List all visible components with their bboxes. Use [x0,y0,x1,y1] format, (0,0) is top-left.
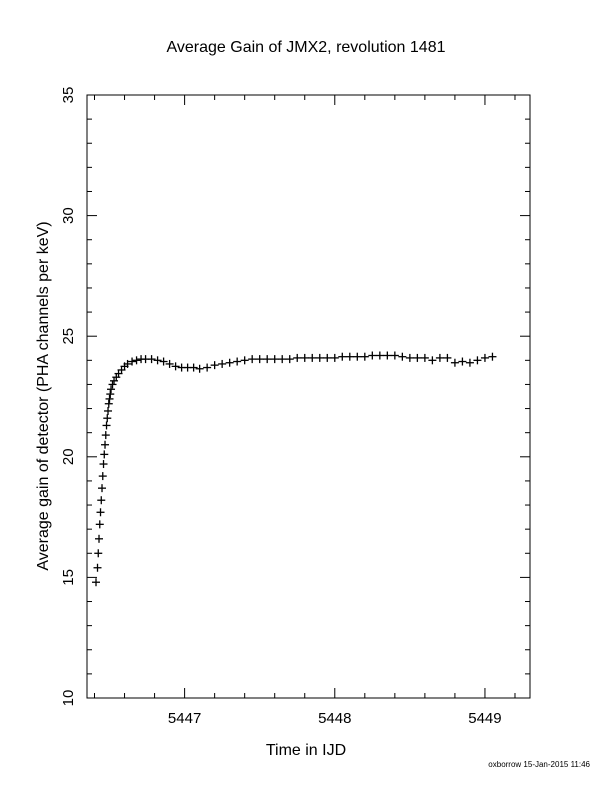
data-point [338,352,347,361]
data-point [240,356,249,365]
data-point [159,357,168,366]
data-point [488,352,497,361]
data-point [195,364,204,373]
data-point [428,356,437,365]
data-point [315,353,324,362]
data-point [153,356,162,365]
data-point [398,352,407,361]
data-point [92,578,101,587]
x-tick-label: 5449 [468,710,501,727]
data-point [465,358,474,367]
data-point [450,358,459,367]
data-point [101,431,110,440]
data-point [360,352,369,361]
data-point [100,450,109,459]
data-point [263,355,272,364]
data-point [104,399,113,408]
data-point [308,353,317,362]
data-point [93,563,102,572]
x-ticks: 5447 5448 5449 [94,95,516,727]
y-tick-label: 10 [60,690,77,707]
data-point [353,352,362,361]
y-tick-label: 15 [60,569,77,586]
y-tick-label: 30 [60,207,77,224]
data-point [233,357,242,366]
data-point [248,355,257,364]
data-point [330,353,339,362]
data-point [98,472,107,481]
data-point [255,355,264,364]
data-point [147,355,156,364]
data-point [95,520,104,529]
data-point [345,352,354,361]
x-tick-label: 5448 [318,710,351,727]
x-axis-label: Time in IJD [266,742,346,759]
y-axis-label: Average gain of detector (PHA channels p… [35,221,52,570]
data-point [95,534,104,543]
data-point [101,440,110,449]
y-tick-label: 20 [60,448,77,465]
data-point [285,355,294,364]
data-point [171,362,180,371]
data-point [480,353,489,362]
x-tick-label: 5447 [168,710,201,727]
plot-frame [86,94,531,699]
data-point [293,353,302,362]
data-point [443,353,452,362]
data-point [104,406,113,415]
data-point [108,380,117,389]
data-point [270,355,279,364]
data-point [323,353,332,362]
data-point [218,359,227,368]
data-point [458,357,467,366]
data-point [106,390,115,399]
data-point [413,353,422,362]
data-point [368,351,377,360]
data-point [105,394,114,403]
y-tick-label: 25 [60,328,77,345]
chart-title: Average Gain of JMX2, revolution 1481 [167,39,446,56]
data-point [103,414,112,423]
data-point [390,351,399,360]
y-tick-label: 35 [60,87,77,104]
data-point [102,421,111,430]
data-point [94,549,103,558]
data-point [210,361,219,370]
data-point [300,353,309,362]
data-point [203,363,212,372]
footer-stamp: oxborrow 15-Jan-2015 11:46 [488,760,590,769]
data-point [225,358,234,367]
data-point [99,460,108,469]
data-point [278,355,287,364]
data-point [189,363,198,372]
data-point [98,484,107,493]
data-point [405,353,414,362]
data-points [92,351,497,587]
data-point [123,359,132,368]
data-point [96,508,105,517]
data-point [420,353,429,362]
data-point [107,385,116,394]
data-point [375,351,384,360]
data-point [165,359,174,368]
data-point [132,356,141,365]
data-point [473,356,482,365]
data-point [435,353,444,362]
y-ticks: 10 15 20 25 30 35 [60,87,530,707]
data-point [128,357,137,366]
data-point [97,496,106,505]
data-point [383,351,392,360]
